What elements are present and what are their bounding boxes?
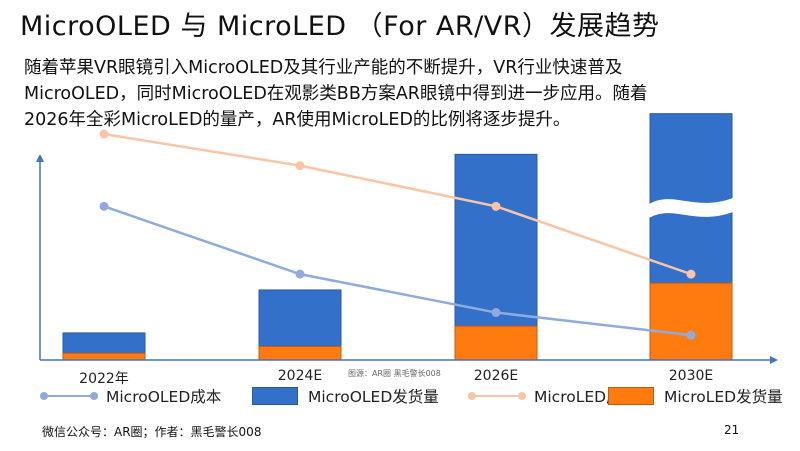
legend-item-microled-shipment: MicroLED发货量 [608,385,783,407]
body-line: 2026年全彩MicroLED的量产，AR使用MicroLED的比例将逐步提升。 [24,110,571,130]
microoled-cost-line [103,205,692,337]
bar-microled-shipment [62,352,146,361]
line-marker-icon [468,392,526,400]
color-swatch-icon [252,387,298,405]
x-tick-label: 2026E [473,368,519,384]
axis-break-wave [649,198,733,218]
bar-microled-shipment [649,282,733,361]
microled-cost-line [103,132,692,276]
slide-title: MicroOLED 与 MicroLED （For AR/VR）发展趋势 [20,11,660,42]
chart-legend: MicroOLED成本 MicroOLED发货量 MicroLED成本 Micr… [30,385,790,409]
bar-microled-shipment [454,325,538,361]
bar-microoled-shipment [258,289,342,347]
footer-credit: 微信公众号：AR圈；作者：黑毛警长008 [42,425,262,439]
body-line: MicroOLED，同时MicroOLED在观影类BB方案AR眼镜中得到进一步应… [24,84,648,104]
microoled-cost-point [491,308,501,318]
x-tick-label: 2024E [277,368,323,384]
legend-item-microoled-shipment: MicroOLED发货量 [252,385,439,407]
x-tick-label: 2030E [668,368,714,384]
y-axis-arrow-icon [36,154,44,162]
microled-cost-point [99,129,109,139]
bar-microled-shipment [258,345,342,361]
color-swatch-icon [608,387,654,405]
microled-cost-point [686,269,696,279]
microled-cost-point [295,161,305,171]
bar-microoled-shipment [454,153,538,327]
microoled-cost-point [99,201,109,211]
microoled-cost-point [295,269,305,279]
bar-microoled-shipment [649,113,733,284]
microoled-cost-point [686,330,696,340]
legend-label: MicroLED发货量 [664,388,783,406]
line-marker-icon [40,392,98,400]
microled-cost-point [491,201,501,211]
image-source-caption: 图源：AR圈 黑毛警长008 [348,369,441,378]
legend-label: MicroOLED成本 [106,388,222,406]
x-tick-label: 2022年 [79,371,129,387]
page-number: 21 [724,423,740,437]
legend-item-microoled-cost: MicroOLED成本 [40,385,222,407]
x-axis-arrow-icon [770,356,778,364]
body-text: 随着苹果VR眼镜引入MicroOLED及其行业产能的不断提升，VR行业快速普及 … [24,55,784,133]
body-line: 随着苹果VR眼镜引入MicroOLED及其行业产能的不断提升，VR行业快速普及 [24,58,623,78]
legend-label: MicroOLED发货量 [308,388,439,406]
bar-microoled-shipment [62,332,146,354]
